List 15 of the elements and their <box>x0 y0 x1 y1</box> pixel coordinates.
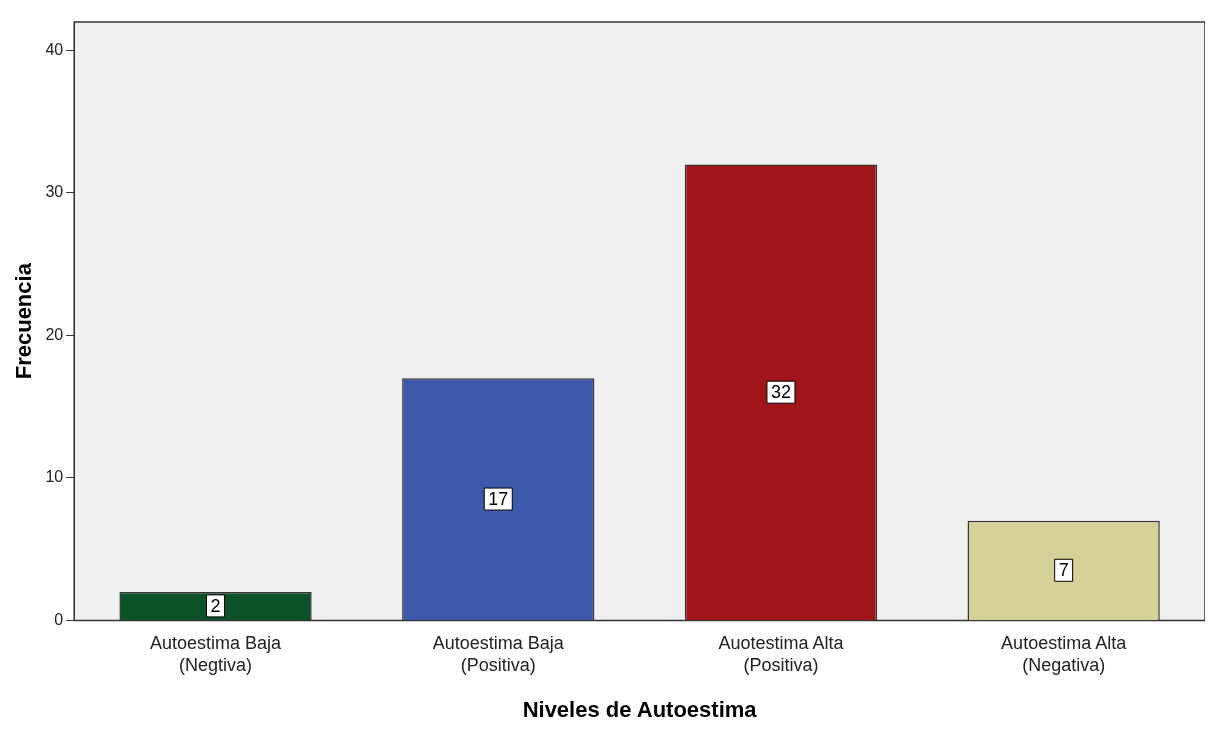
y-tick-label: 10 <box>45 468 64 486</box>
y-tick-label: 40 <box>45 40 64 58</box>
y-axis-title: Frecuencia <box>11 262 37 380</box>
x-axis-title: Niveles de Autoestima <box>522 696 758 722</box>
data-label: 7 <box>1058 560 1069 581</box>
data-label: 17 <box>488 489 509 510</box>
y-tick-label: 30 <box>45 183 64 201</box>
data-label: 2 <box>210 595 221 616</box>
y-tick-label: 20 <box>45 325 64 343</box>
x-tick-label: Autoestima Alta (Negativa) <box>1001 633 1128 675</box>
x-tick-label: Autoestima Baja (Positiva) <box>432 633 565 675</box>
x-tick-label: Autoestima Baja (Negtiva) <box>150 633 283 675</box>
x-tick-label: Auotestima Alta (Positiva) <box>718 633 845 675</box>
data-label: 32 <box>770 382 791 403</box>
y-tick-label: 0 <box>54 610 64 628</box>
